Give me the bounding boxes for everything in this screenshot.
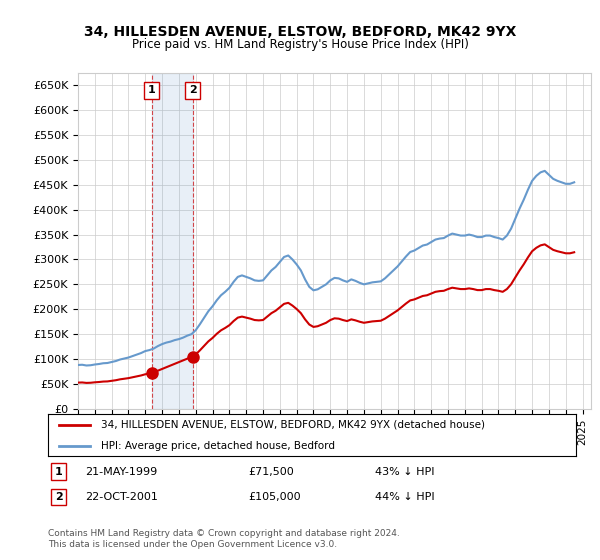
Text: £105,000: £105,000 — [248, 492, 301, 502]
Text: £71,500: £71,500 — [248, 467, 295, 477]
Text: 34, HILLESDEN AVENUE, ELSTOW, BEDFORD, MK42 9YX (detached house): 34, HILLESDEN AVENUE, ELSTOW, BEDFORD, M… — [101, 420, 485, 430]
Text: 1: 1 — [148, 85, 155, 95]
Text: 43% ↓ HPI: 43% ↓ HPI — [376, 467, 435, 477]
Text: 44% ↓ HPI: 44% ↓ HPI — [376, 492, 435, 502]
Text: 1: 1 — [55, 467, 62, 477]
Bar — [152, 73, 193, 409]
Text: 22-OCT-2001: 22-OCT-2001 — [85, 492, 158, 502]
Text: Contains HM Land Registry data © Crown copyright and database right 2024.
This d: Contains HM Land Registry data © Crown c… — [48, 529, 400, 549]
Text: Price paid vs. HM Land Registry's House Price Index (HPI): Price paid vs. HM Land Registry's House … — [131, 38, 469, 51]
Text: 2: 2 — [188, 85, 196, 95]
Text: HPI: Average price, detached house, Bedford: HPI: Average price, detached house, Bedf… — [101, 441, 335, 451]
Text: 2: 2 — [55, 492, 62, 502]
Text: 21-MAY-1999: 21-MAY-1999 — [85, 467, 157, 477]
Text: 34, HILLESDEN AVENUE, ELSTOW, BEDFORD, MK42 9YX: 34, HILLESDEN AVENUE, ELSTOW, BEDFORD, M… — [84, 25, 516, 39]
